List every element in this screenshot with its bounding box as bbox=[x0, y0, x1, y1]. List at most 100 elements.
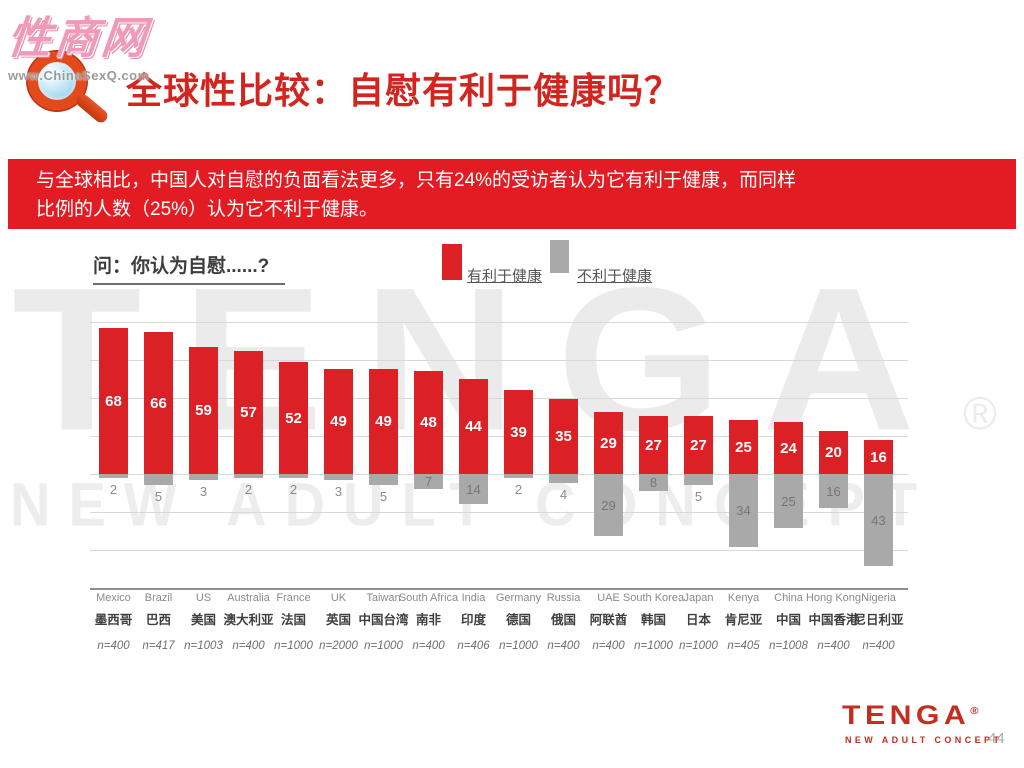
negative-value-label: 5 bbox=[154, 489, 163, 504]
country-label-en: Australia bbox=[227, 592, 270, 604]
negative-bar: 8 bbox=[639, 474, 668, 491]
chart-column: 57 2 Australia 澳大利亚 n=400 bbox=[223, 322, 274, 668]
positive-value-label: 27 bbox=[645, 436, 662, 454]
negative-bar: 29 bbox=[594, 474, 623, 536]
positive-value-label: 59 bbox=[195, 402, 212, 419]
positive-bar: 48 bbox=[414, 371, 443, 474]
country-label-zh: 中国 bbox=[775, 613, 802, 627]
negative-value-label: 3 bbox=[199, 484, 208, 499]
country-label-en: UK bbox=[330, 592, 347, 604]
negative-bar bbox=[99, 474, 128, 478]
positive-bar: 16 bbox=[864, 440, 893, 474]
bar-chart: 68 2 Mexico 墨西哥 n=400 66 5 Brazil 巴西 n=417 59 3 US 美国… bbox=[0, 322, 1024, 668]
positive-bar: 66 bbox=[144, 332, 173, 474]
country-label-zh: 澳大利亚 bbox=[223, 613, 274, 627]
sample-size-label: n=400 bbox=[817, 640, 850, 652]
site-watermark: 性商网 www.ChinaSexQ.com bbox=[5, 2, 151, 83]
sample-size-label: n=1000 bbox=[274, 640, 313, 652]
sample-size-label: n=1000 bbox=[679, 640, 718, 652]
chart-column: 48 7 South Africa 南非 n=400 bbox=[399, 322, 458, 668]
legend-label-positive: 有利于健康 bbox=[467, 268, 543, 285]
negative-value-label: 3 bbox=[334, 484, 343, 499]
country-label-zh: 美国 bbox=[190, 613, 217, 627]
negative-bar: 43 bbox=[864, 474, 893, 566]
country-label-zh: 俄国 bbox=[550, 613, 577, 627]
positive-value-label: 25 bbox=[735, 438, 752, 456]
chart-column: 35 4 Russia 俄国 n=400 bbox=[541, 322, 586, 668]
chart-column: 16 43 Nigeria 尼日利亚 n=400 bbox=[853, 322, 904, 668]
chart-column: 49 5 Taiwan 中国台湾 n=1000 bbox=[358, 322, 409, 668]
positive-bar: 27 bbox=[684, 416, 713, 474]
sample-size-label: n=1000 bbox=[634, 640, 673, 652]
negative-value-label: 43 bbox=[871, 512, 886, 528]
positive-value-label: 48 bbox=[420, 414, 437, 431]
country-label-zh: 肯尼亚 bbox=[724, 613, 763, 627]
sample-size-label: n=1000 bbox=[364, 640, 403, 652]
country-label-en: Mexico bbox=[96, 592, 131, 604]
positive-bar: 52 bbox=[279, 362, 308, 474]
positive-bar: 49 bbox=[369, 369, 398, 474]
country-label-en: Nigeria bbox=[861, 592, 896, 604]
positive-bar: 59 bbox=[189, 347, 218, 474]
negative-bar bbox=[234, 474, 263, 478]
chart-column: 68 2 Mexico 墨西哥 n=400 bbox=[91, 322, 136, 668]
negative-bar: 34 bbox=[729, 474, 758, 547]
gridline bbox=[90, 398, 908, 399]
legend-swatch-positive bbox=[442, 244, 462, 280]
banner-line-1: 与全球相比，中国人对自慰的负面看法更多，只有24%的受访者认为它有利于健康，而同… bbox=[36, 170, 797, 191]
chart-question: 问：你认为自慰......? bbox=[93, 251, 286, 285]
chart-column: 49 3 UK 英国 n=2000 bbox=[316, 322, 361, 668]
positive-value-label: 29 bbox=[600, 434, 617, 452]
negative-value-label: 5 bbox=[694, 489, 703, 504]
positive-bar: 29 bbox=[594, 412, 623, 474]
negative-bar bbox=[369, 474, 398, 485]
country-label-zh: 韩国 bbox=[640, 613, 667, 627]
negative-value-label: 5 bbox=[379, 489, 388, 504]
country-label-en: UAE bbox=[597, 592, 620, 604]
chart-column: 29 29 UAE 阿联酋 n=400 bbox=[586, 322, 631, 668]
negative-value-label: 4 bbox=[559, 487, 568, 502]
positive-value-label: 39 bbox=[510, 423, 527, 441]
positive-bar: 49 bbox=[324, 369, 353, 474]
chart-column: 27 5 Japan 日本 n=1000 bbox=[676, 322, 721, 668]
positive-value-label: 57 bbox=[240, 404, 257, 421]
country-label-en: Germany bbox=[495, 592, 542, 604]
negative-bar bbox=[504, 474, 533, 478]
gridline bbox=[90, 550, 908, 551]
negative-bar bbox=[684, 474, 713, 485]
negative-bar bbox=[144, 474, 173, 485]
negative-bar: 7 bbox=[414, 474, 443, 489]
page-title: 全球性比较：自慰有利于健康吗？ bbox=[126, 70, 682, 111]
positive-bar: 39 bbox=[504, 390, 533, 474]
chart-column: 20 16 Hong Kong 中国香港 n=400 bbox=[806, 322, 861, 668]
registered-mark: ® bbox=[970, 706, 979, 717]
negative-bar bbox=[549, 474, 578, 483]
negative-bar bbox=[324, 474, 353, 480]
negative-value-label: 29 bbox=[601, 497, 616, 513]
sample-size-label: n=417 bbox=[142, 640, 175, 652]
registered-mark-watermark: ® bbox=[963, 387, 997, 439]
negative-value-label: 14 bbox=[466, 481, 481, 497]
country-label-zh: 阿联酋 bbox=[589, 613, 628, 627]
sample-size-label: n=400 bbox=[862, 640, 895, 652]
sample-size-label: n=400 bbox=[97, 640, 130, 652]
country-label-en: US bbox=[195, 592, 212, 604]
negative-value-label: 2 bbox=[289, 482, 298, 497]
negative-value-label: 2 bbox=[109, 482, 118, 497]
country-label-en: China bbox=[774, 592, 803, 604]
positive-bar: 44 bbox=[459, 379, 488, 474]
country-label-en: South Africa bbox=[398, 592, 459, 604]
positive-value-label: 35 bbox=[555, 428, 572, 445]
positive-value-label: 52 bbox=[285, 409, 302, 427]
country-label-zh: 日本 bbox=[685, 613, 712, 627]
country-label-zh: 墨西哥 bbox=[94, 613, 133, 627]
country-label-en: Kenya bbox=[727, 592, 760, 604]
chart-column: 44 14 India 印度 n=406 bbox=[451, 322, 496, 668]
negative-value-label: 25 bbox=[781, 493, 796, 509]
positive-bar: 35 bbox=[549, 399, 578, 474]
gridline bbox=[90, 322, 908, 323]
sample-size-label: n=1003 bbox=[184, 640, 223, 652]
sample-size-label: n=400 bbox=[547, 640, 580, 652]
positive-value-label: 68 bbox=[105, 392, 122, 410]
